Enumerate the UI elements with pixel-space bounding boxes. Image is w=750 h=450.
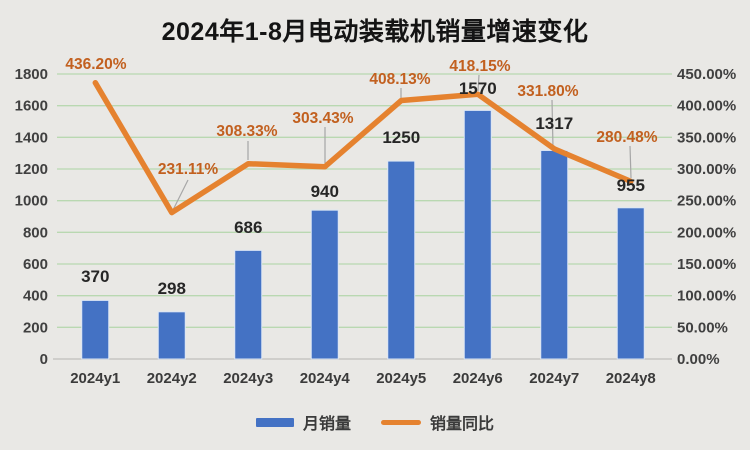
y-axis-tick-left: 1800 (15, 66, 48, 83)
pct-label: 408.13% (369, 71, 430, 88)
legend-bar-label: 月销量 (302, 416, 351, 433)
pct-label: 303.43% (292, 110, 353, 127)
bar-2024y2 (157, 311, 186, 360)
y-axis-tick-left: 200 (23, 319, 48, 336)
bar-value-label: 1250 (382, 128, 420, 147)
bar-value-label: 1570 (459, 79, 497, 98)
y-axis-tick-right: 450.00% (677, 66, 736, 83)
bar-2024y6 (463, 109, 492, 360)
y-axis-tick-left: 1400 (15, 129, 48, 146)
y-axis-tick-left: 1000 (15, 193, 48, 210)
y-axis-tick-right: 200.00% (677, 224, 736, 241)
bar-2024y4 (310, 209, 339, 360)
x-axis-label: 2024y3 (223, 370, 273, 387)
bar-2024y7 (540, 149, 569, 360)
pct-label: 436.20% (65, 56, 126, 73)
y-axis-tick-right: 50.00% (677, 319, 728, 336)
pct-label: 280.48% (596, 129, 657, 146)
pct-label: 331.80% (517, 83, 578, 100)
bar-value-label: 1317 (535, 114, 573, 133)
y-axis-tick-left: 0 (40, 351, 48, 368)
bar-value-label: 940 (311, 182, 339, 201)
x-axis-label: 2024y6 (453, 370, 503, 387)
leader-line (477, 74, 480, 92)
y-axis-tick-right: 400.00% (677, 98, 736, 115)
y-axis-tick-left: 1200 (15, 161, 48, 178)
y-axis-tick-left: 600 (23, 256, 48, 273)
y-axis-tick-left: 1600 (15, 98, 48, 115)
line-series (92, 79, 634, 216)
bar-value-label: 370 (81, 267, 109, 286)
x-axis-label: 2024y5 (376, 370, 426, 387)
leader-line (629, 145, 632, 179)
pct-label: 418.15% (449, 58, 510, 75)
y-axis-tick-right: 250.00% (677, 193, 736, 210)
y-axis-tick-left: 400 (23, 288, 48, 305)
x-axis-label: 2024y4 (300, 370, 351, 387)
pct-label: 231.11% (158, 161, 219, 178)
pct-label: 308.33% (216, 123, 277, 140)
y-axis-tick-right: 300.00% (677, 161, 736, 178)
x-axis-label: 2024y7 (529, 370, 579, 387)
leader-line (551, 99, 554, 149)
leader-line (172, 179, 189, 211)
chart-title: 2024年1-8月电动装载机销量增速变化 (161, 18, 589, 46)
y-axis-tick-left: 800 (23, 224, 48, 241)
x-axis-label: 2024y2 (147, 370, 197, 387)
y-axis-tick-right: 150.00% (677, 256, 736, 273)
x-axis-label: 2024y8 (606, 370, 656, 387)
bar-value-label: 955 (617, 176, 645, 195)
bar-value-label: 298 (158, 279, 186, 298)
bar-2024y1 (81, 299, 110, 360)
bar-value-label: 686 (234, 218, 262, 237)
legend-line-label: 销量同比 (430, 416, 495, 433)
y-axis-tick-right: 100.00% (677, 288, 736, 305)
legend-line-swatch (381, 419, 421, 425)
bar-2024y5 (387, 160, 416, 360)
legend-bar-swatch (255, 417, 294, 427)
chart-legend: 月销量 销量同比 (0, 410, 750, 434)
y-axis-tick-right: 350.00% (677, 129, 736, 146)
bar-2024y8 (616, 207, 645, 360)
y-axis-tick-right: 0.00% (677, 351, 720, 368)
x-axis-label: 2024y1 (70, 370, 120, 387)
bar-2024y3 (234, 249, 263, 360)
